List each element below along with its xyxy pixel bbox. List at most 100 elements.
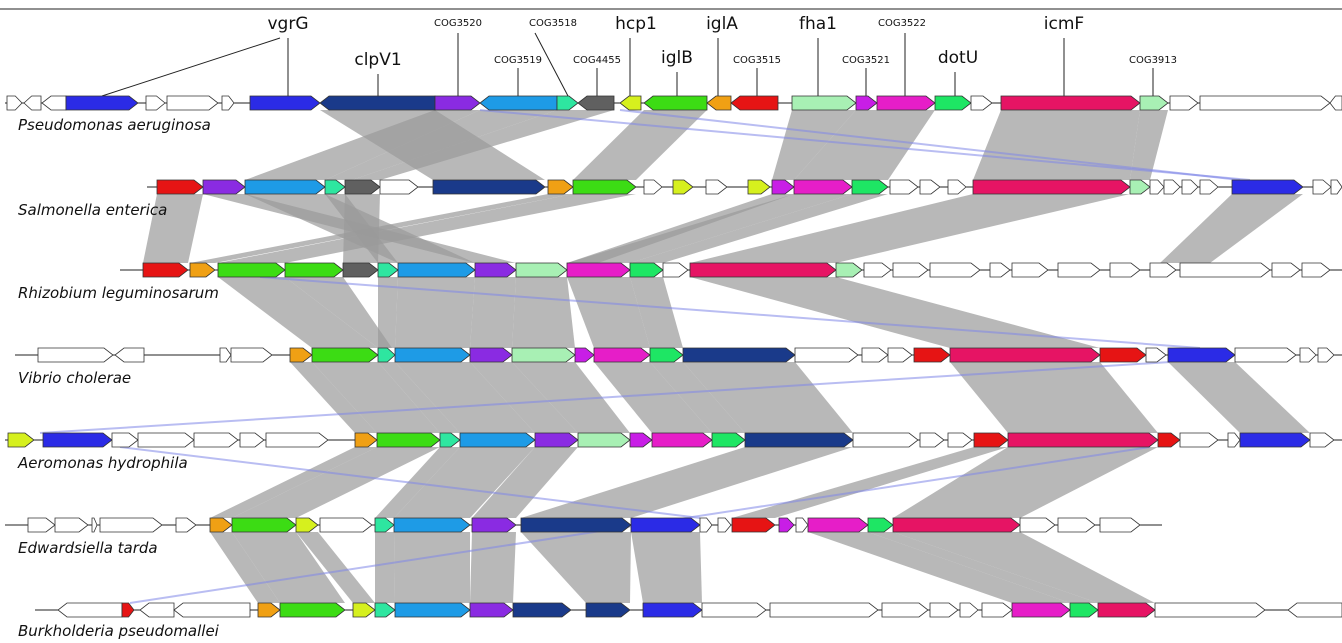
- gene-arrow-vgrG: [65, 95, 139, 111]
- gene-arrow-other: [41, 95, 67, 111]
- gene-arrow-COG3522: [1011, 602, 1071, 618]
- gene-arrow-other: [892, 262, 929, 278]
- gene-label-COG3519: COG3519: [494, 55, 542, 66]
- organism-name: Edwardsiella tarda: [18, 539, 158, 557]
- gene-arrow-clpV1: [682, 347, 796, 363]
- gene-arrow-icmF: [1007, 432, 1159, 448]
- gene-arrow-other: [947, 179, 967, 195]
- gene-arrow-other: [1163, 179, 1181, 195]
- homology-link: [950, 362, 1158, 433]
- gene-arrow-COG3519: [394, 347, 471, 363]
- gene-arrow-COG3522: [651, 432, 713, 448]
- gene-arrow-COG4455: [342, 262, 379, 278]
- gene-arrow-other: [919, 432, 945, 448]
- gene-arrow-COG3518: [377, 347, 396, 363]
- gene-arrow-other: [1179, 262, 1271, 278]
- homology-link: [352, 110, 614, 180]
- gene-arrow-clpV1: [319, 95, 436, 111]
- homology-link: [512, 362, 630, 433]
- gene-arrow-other: [959, 602, 979, 618]
- homology-link: [285, 277, 392, 348]
- gene-arrow-other: [1145, 347, 1167, 363]
- organism-name: Aeromonas hydrophila: [17, 454, 188, 472]
- gene-arrow-COG3522: [593, 347, 651, 363]
- gene-arrow-other: [919, 179, 941, 195]
- homology-link: [650, 362, 745, 433]
- organism-name: Vibrio cholerae: [18, 369, 131, 387]
- gene-arrow-other: [769, 602, 879, 618]
- homology-link: [470, 362, 578, 433]
- gene-label-COG3522: COG3522: [878, 18, 926, 29]
- homology-links: [143, 110, 1310, 603]
- gene-arrow-COG3515: [142, 262, 189, 278]
- gene-arrow-COG3520: [469, 602, 514, 618]
- gene-arrow-dotU: [1069, 602, 1099, 618]
- gene-arrow-other: [705, 179, 728, 195]
- gene-arrow-COG3520: [534, 432, 579, 448]
- gene-arrow-other: [1317, 347, 1335, 363]
- gene-arrow-COG3515: [973, 432, 1009, 448]
- homology-link: [470, 277, 516, 348]
- gene-arrow-COG3518: [439, 432, 461, 448]
- homology-link-line: [619, 109, 1241, 181]
- gene-arrow-other: [37, 347, 114, 363]
- gene-arrow-hcp1: [7, 432, 35, 448]
- gene-arrow-other: [643, 179, 663, 195]
- gene-arrow-other: [1169, 95, 1199, 111]
- gene-arrow-other: [981, 602, 1013, 618]
- gene-arrow-icmF: [1097, 602, 1156, 618]
- gene-arrow-other: [1330, 179, 1342, 195]
- homology-link-lines: [39, 109, 1251, 604]
- homology-link: [690, 194, 1130, 263]
- gene-arrow-COG3518: [374, 602, 396, 618]
- genome-tracks: [5, 95, 1342, 618]
- gene-arrow-COG3515: [156, 179, 204, 195]
- gene-arrow-other: [662, 262, 689, 278]
- gene-arrow-COG3520: [469, 347, 513, 363]
- gene-arrow-other: [114, 347, 145, 363]
- gene-arrow-fha1: [515, 262, 568, 278]
- gene-arrow-other: [929, 262, 981, 278]
- gene-arrow-iglA: [189, 262, 216, 278]
- homology-link: [395, 362, 535, 433]
- homology-link-line: [39, 361, 1171, 434]
- gene-arrow-other: [265, 432, 329, 448]
- organism-names: Pseudomonas aeruginosa Salmonella enteri…: [17, 116, 220, 640]
- gene-arrow-other: [852, 432, 919, 448]
- organism-name: Salmonella enterica: [18, 201, 167, 219]
- homology-link: [521, 447, 853, 518]
- homology-link: [190, 194, 573, 263]
- homology-link: [594, 362, 712, 433]
- gene-arrow-COG3515: [1157, 432, 1181, 448]
- homology-link: [394, 532, 470, 603]
- gene-arrow-other: [175, 517, 197, 533]
- homology-link: [1130, 110, 1168, 180]
- gene-label-vgrG: vgrG: [267, 14, 308, 34]
- gene-label-dotU: dotU: [938, 48, 978, 68]
- gene-arrow-other: [1312, 179, 1332, 195]
- homology-link-line: [119, 446, 701, 519]
- gene-arrow-COG3519: [393, 517, 471, 533]
- gene-arrow-other: [1287, 602, 1342, 618]
- gene-arrow-hcp1: [747, 179, 771, 195]
- gene-arrow-hcp1: [672, 179, 694, 195]
- gene-arrow-vgrG: [42, 432, 113, 448]
- gene-arrow-other: [1199, 95, 1331, 111]
- homology-link: [690, 277, 1100, 348]
- gene-arrow-other: [27, 517, 56, 533]
- homology-link: [210, 532, 280, 603]
- genome-track: [5, 95, 1342, 111]
- genome-track: [35, 602, 1342, 618]
- gene-arrow-COG4455: [344, 179, 381, 195]
- genome-track: [5, 432, 1342, 448]
- homology-link-line: [259, 276, 1201, 349]
- gene-arrow-vgrG: [249, 95, 321, 111]
- genome-track: [147, 179, 1342, 195]
- gene-arrow-COG3519: [459, 432, 536, 448]
- gene-arrow-other: [1011, 262, 1049, 278]
- gene-arrow-iglB: [217, 262, 286, 278]
- gene-arrow-other: [1299, 347, 1317, 363]
- gene-arrow-other: [166, 95, 219, 111]
- organism-name: Rhizobium leguminosarum: [18, 284, 219, 302]
- homology-link: [512, 277, 575, 348]
